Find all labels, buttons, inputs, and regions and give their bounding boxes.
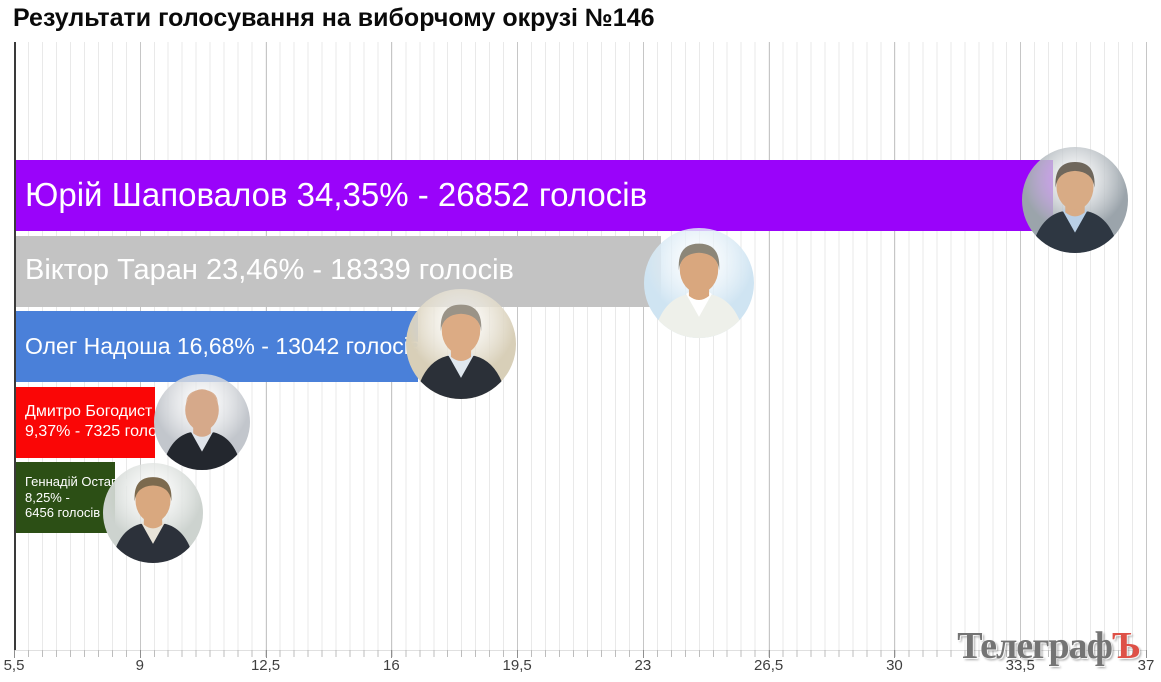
bar-label-line: Олег Надоша 16,68% - 13042 голосів: [25, 333, 422, 360]
bar-2: Віктор Таран 23,46% - 18339 голосів: [16, 235, 662, 307]
x-axis-tick-label: 26,5: [754, 657, 784, 674]
x-axis-major-tick: [14, 650, 15, 658]
x-axis-tick-label: 23: [634, 657, 652, 674]
x-axis-major-tick: [265, 650, 267, 658]
major-gridline: [1020, 42, 1022, 650]
major-gridline: [517, 42, 519, 650]
logo-text-main: Телеграф: [957, 625, 1113, 667]
x-axis-major-tick: [517, 650, 519, 658]
bar-label: Геннадій Остапець 8,25% -6456 голосів: [16, 474, 139, 522]
bar-label-line: Віктор Таран 23,46% - 18339 голосів: [25, 254, 514, 287]
chart-title: Результати голосування на виборчому окру…: [13, 4, 655, 32]
x-axis-tick-label: 30: [886, 657, 903, 674]
bar-5: Геннадій Остапець 8,25% -6456 голосів: [16, 462, 139, 533]
bar-label-line: Дмитро Богодист: [25, 403, 153, 421]
x-axis-major-tick: [768, 650, 770, 658]
plot-area: Юрій Шаповалов 34,35% - 26852 голосів Вік…: [14, 42, 1147, 651]
x-axis-tick-label: 37: [1137, 657, 1155, 674]
x-axis-major-tick: [391, 650, 393, 658]
bar-label-line: 8,25% -: [25, 489, 70, 505]
bar-label: Віктор Таран 23,46% - 18339 голосів: [16, 253, 514, 288]
x-axis-major-tick: [894, 650, 896, 658]
x-axis-tick-label: 12,5: [250, 657, 281, 674]
y-axis-line: [14, 42, 16, 650]
bar-label-line: 9,37% - 7325 голосів: [25, 423, 178, 440]
bar-label-line: Юрій Шаповалов 34,35% - 26852 голосів: [25, 176, 648, 214]
telegraf-logo: ТелеграфЪ: [957, 624, 1141, 668]
major-gridline: [642, 42, 644, 650]
x-axis-tick-label: 9: [135, 657, 144, 674]
x-axis-tick-label: 19,5: [502, 657, 532, 674]
x-axis-tick-label: 5,5: [3, 657, 25, 674]
major-gridline: [1146, 42, 1147, 650]
candidate-photo: [102, 462, 203, 563]
x-axis-major-tick: [1146, 650, 1147, 658]
x-axis-major-tick: [642, 650, 644, 658]
bar-label-line: 6456 голосів: [25, 505, 101, 521]
major-gridline: [768, 42, 770, 650]
bar-1: Юрій Шаповалов 34,35% - 26852 голосів: [16, 160, 1053, 231]
bar-4: Дмитро Богодист 9,37% - 7325 голосів: [16, 386, 177, 458]
x-axis-major-tick: [1020, 650, 1022, 658]
major-gridline: [894, 42, 896, 650]
bar-label-line: Геннадій Остапець: [25, 473, 140, 489]
candidate-photo: [405, 288, 516, 399]
candidate-photo: [644, 228, 755, 338]
logo-text-accent: Ъ: [1111, 625, 1141, 667]
bar-label: Олег Надоша 16,68% - 13042 голосів: [16, 332, 421, 360]
candidate-photo: [1021, 146, 1128, 253]
x-axis-ticks: [14, 650, 1146, 657]
x-axis-tick-label: 16: [382, 657, 400, 674]
x-axis-major-tick: [139, 650, 141, 658]
bar-label: Юрій Шаповалов 34,35% - 26852 голосів: [16, 175, 647, 215]
candidate-photo: [154, 374, 251, 470]
bar-label: Дмитро Богодист 9,37% - 7325 голосів: [16, 402, 177, 441]
x-axis-tick-label: 33,5: [1005, 657, 1035, 674]
bar-3: Олег Надоша 16,68% - 13042 голосів: [16, 311, 421, 382]
